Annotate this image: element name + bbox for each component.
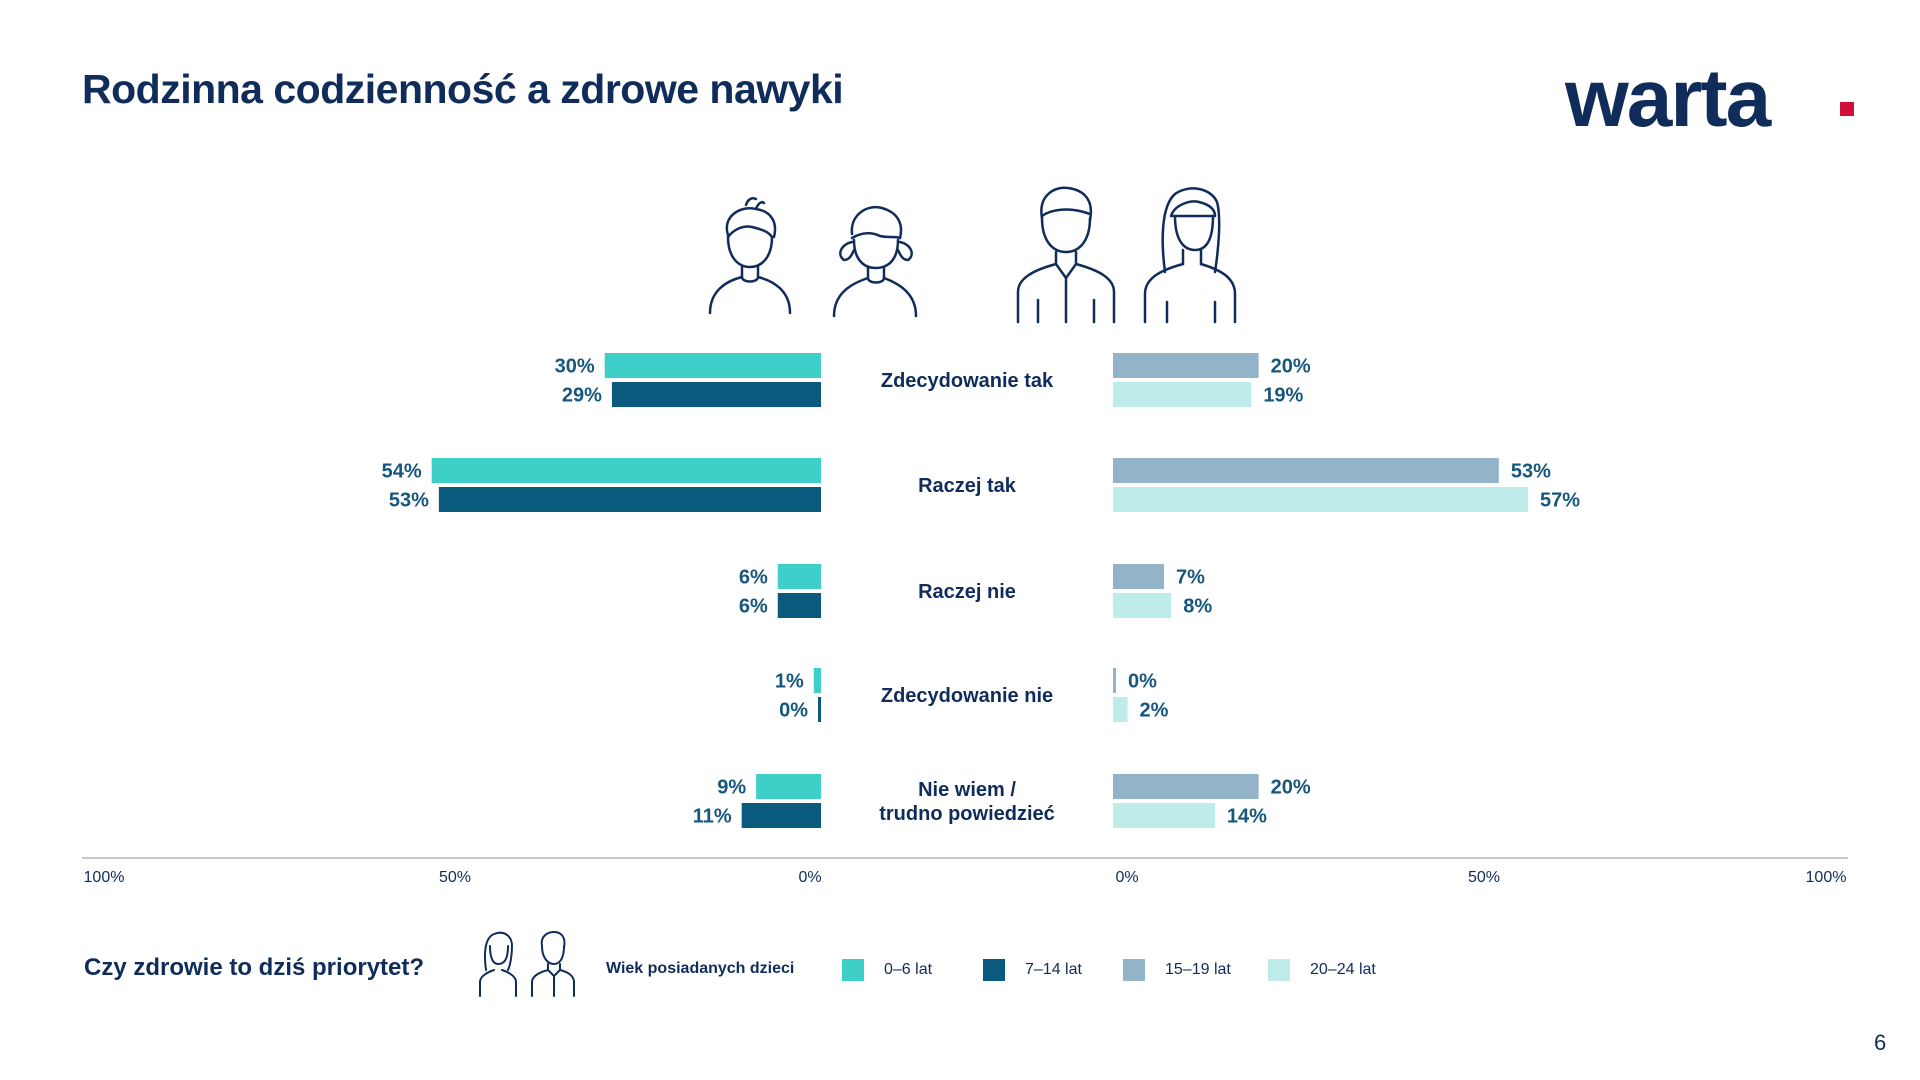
page-title: Rodzinna codzienność a zdrowe nawyki [82, 66, 844, 112]
value-label: 53% [1511, 461, 1551, 483]
value-label: 20% [1271, 356, 1311, 378]
value-label: 9% [717, 777, 746, 799]
logo-dot [1840, 102, 1854, 116]
category-label: Nie wiem / [918, 779, 1016, 801]
value-label: 14% [1227, 806, 1267, 828]
bar-right [1113, 382, 1252, 407]
girl-icon [832, 205, 918, 318]
survey-question: Czy zdrowie to dziś priorytet? [84, 954, 425, 981]
page-number: 6 [1874, 1030, 1887, 1055]
bar-left [611, 382, 821, 407]
category-label: Raczej tak [918, 475, 1017, 497]
legend-item-7-14: 7–14 lat [983, 958, 1082, 982]
legend-item-0-6: 0–6 lat [842, 958, 932, 982]
category-label: Raczej nie [918, 581, 1016, 603]
value-label: 57% [1540, 490, 1580, 512]
legend-swatch [1123, 959, 1145, 981]
value-label: 2% [1140, 700, 1169, 722]
value-label: 11% [693, 806, 732, 828]
bar-right [1113, 458, 1499, 483]
bar-left [756, 774, 821, 799]
bar-right [1113, 697, 1128, 722]
tick-label: 0% [1115, 869, 1138, 886]
young-woman-icon [1143, 187, 1237, 324]
legend-label: 7–14 lat [1025, 961, 1082, 978]
legend-label: 15–19 lat [1165, 961, 1231, 978]
value-label: 6% [739, 596, 768, 618]
value-label: 0% [779, 700, 808, 722]
value-label: 30% [555, 356, 595, 378]
bar-left [818, 697, 821, 722]
value-label: 29% [562, 385, 602, 407]
legend-item-20-24: 20–24 lat [1268, 958, 1376, 982]
bar-right [1113, 564, 1164, 589]
parent-man-icon [531, 931, 575, 997]
legend-swatch [1268, 959, 1290, 981]
bar-left [431, 458, 821, 483]
value-label: 20% [1271, 777, 1311, 799]
parent-woman-icon [479, 931, 517, 997]
value-label: 1% [775, 671, 804, 693]
legend-label: 20–24 lat [1310, 961, 1376, 978]
bar-left [813, 668, 821, 693]
bar-right [1113, 487, 1528, 512]
bar-right [1113, 668, 1116, 693]
legend-label: 0–6 lat [884, 961, 933, 978]
category-label: Zdecydowanie tak [881, 370, 1054, 392]
tick-label: 50% [1468, 869, 1500, 886]
legend-title: Wiek posiadanych dzieci [606, 960, 795, 977]
bar-left [438, 487, 821, 512]
chart-area: 30% 29% 20% 19% Zdecydowanie tak 54% 53% 53% 57%… [82, 353, 1848, 886]
bar-left [604, 353, 821, 378]
value-label: 0% [1128, 671, 1157, 693]
value-label: 6% [739, 567, 768, 589]
young-man-icon [1016, 186, 1116, 324]
bar-right [1113, 353, 1259, 378]
legend-swatch [842, 959, 864, 981]
bar-left [777, 593, 821, 618]
bar-right [1113, 593, 1172, 618]
value-label: 53% [389, 490, 429, 512]
warta-logo: warta [1565, 53, 1771, 144]
tick-label: 50% [439, 869, 471, 886]
value-label: 8% [1183, 596, 1212, 618]
tick-label: 100% [84, 869, 125, 886]
category-label: trudno powiedzieć [879, 803, 1055, 825]
bar-left [741, 803, 821, 828]
value-label: 7% [1176, 567, 1205, 589]
bar-right [1113, 803, 1215, 828]
boy-icon [708, 197, 792, 315]
tick-label: 0% [798, 869, 821, 886]
legend-swatch [983, 959, 1005, 981]
value-label: 19% [1263, 385, 1303, 407]
value-label: 54% [382, 461, 422, 483]
legend-item-15-19: 15–19 lat [1123, 958, 1231, 982]
category-label: Zdecydowanie nie [881, 685, 1053, 707]
bar-left [777, 564, 821, 589]
tick-label: 100% [1806, 869, 1847, 886]
bar-right [1113, 774, 1259, 799]
